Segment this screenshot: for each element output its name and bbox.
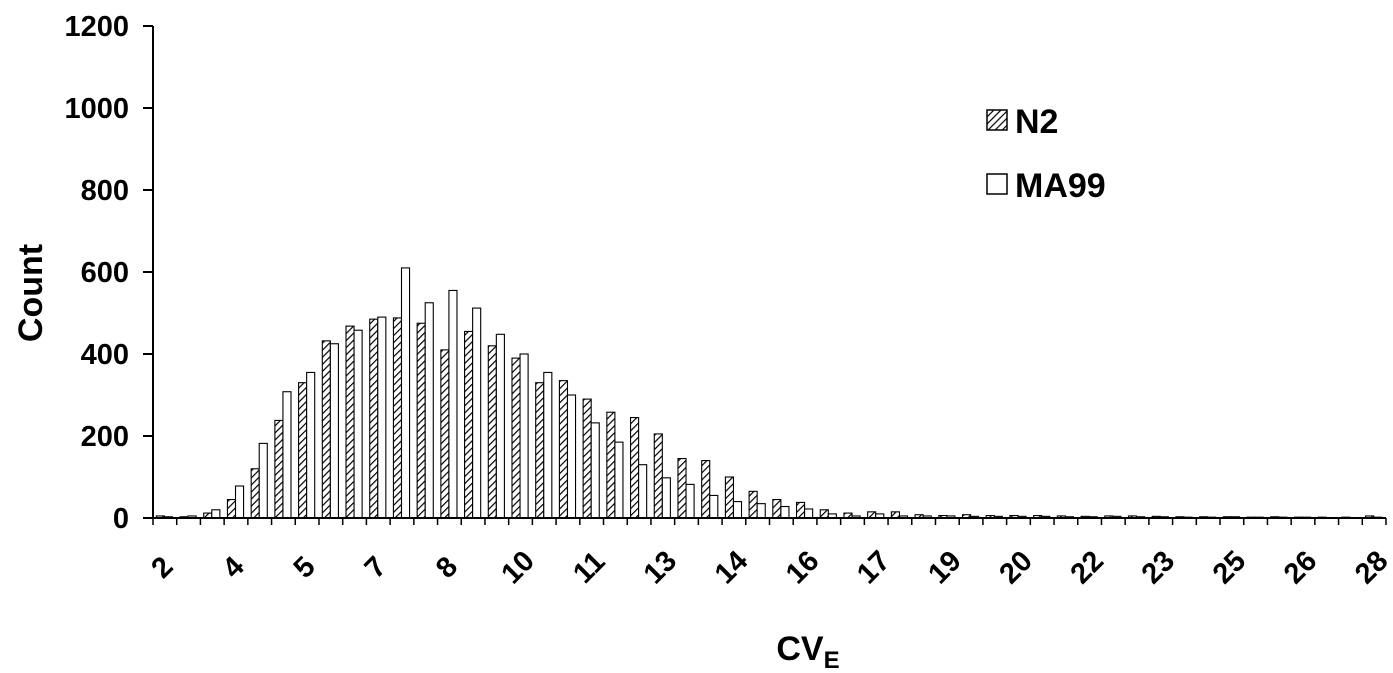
bar-n2-20 — [629, 416, 640, 519]
bar-n2-14 — [487, 345, 497, 519]
x-tick-label-8: 8 — [430, 551, 464, 585]
bar-n2-22 — [677, 457, 687, 519]
y-tick-label-400: 400 — [81, 339, 129, 371]
x-tick-label-26: 26 — [1278, 545, 1323, 590]
bar-ma99-14 — [495, 333, 505, 519]
bar-ma99-26 — [780, 505, 790, 519]
bar-ma99-6 — [306, 371, 316, 519]
legend-label-ma99: MA99 — [1015, 167, 1106, 205]
bar-n2-16 — [535, 382, 545, 519]
y-axis-title: Count — [12, 244, 50, 342]
bar-ma99-8 — [353, 329, 363, 519]
x-tick-label-4: 4 — [217, 551, 251, 585]
bar-ma99-11 — [424, 302, 434, 519]
bar-n2-3 — [226, 498, 237, 519]
bar-ma99-4 — [258, 442, 268, 519]
bar-n2-19 — [606, 411, 616, 519]
bar-ma99-3 — [234, 485, 245, 519]
bar-ma99-20 — [638, 464, 648, 519]
x-tick-label-17: 17 — [851, 545, 896, 590]
x-tick-label-23: 23 — [1136, 545, 1181, 590]
bar-n2-21 — [653, 433, 663, 519]
bar-n2-11 — [416, 322, 426, 519]
y-tick-label-600: 600 — [81, 257, 129, 289]
y-tick-label-800: 800 — [81, 175, 129, 207]
bar-n2-8 — [345, 325, 355, 519]
bar-n2-27 — [795, 501, 806, 519]
bar-ma99-23 — [709, 494, 719, 519]
x-tick-label-20: 20 — [993, 545, 1038, 590]
bar-ma99-13 — [472, 307, 482, 519]
bar-n2-24 — [724, 476, 735, 519]
bar-n2-9 — [369, 318, 379, 519]
bar-ma99-16 — [543, 371, 553, 519]
bar-ma99-19 — [614, 441, 624, 519]
bar-n2-18 — [582, 398, 592, 519]
bar-n2-7 — [321, 340, 331, 519]
bar-ma99-12 — [448, 289, 458, 519]
x-tick-label-22: 22 — [1065, 545, 1110, 590]
legend: N2 MA99 — [986, 103, 1106, 205]
bar-ma99-24 — [732, 501, 743, 519]
bar-n2-25 — [748, 490, 758, 519]
bar-ma99-21 — [661, 477, 671, 519]
x-tick-label-28: 28 — [1349, 545, 1393, 590]
bar-n2-6 — [298, 382, 308, 519]
bar-n2-26 — [772, 498, 782, 519]
bar-ma99-15 — [519, 353, 529, 519]
bar-ma99-18 — [590, 422, 600, 519]
bar-n2-17 — [558, 380, 569, 519]
bar-ma99-9 — [377, 316, 387, 519]
bar-ma99-2 — [211, 509, 221, 519]
bars-layer — [155, 267, 1383, 519]
bar-n2-10 — [392, 317, 403, 519]
bar-n2-28 — [819, 509, 829, 519]
legend-swatch-n2 — [986, 109, 1008, 131]
bar-n2-4 — [250, 468, 260, 519]
x-axis-title-main: CV — [776, 630, 824, 668]
y-tick-label-1000: 1000 — [64, 93, 129, 125]
x-tick-label-11: 11 — [567, 545, 611, 589]
axes-layer — [143, 25, 1387, 525]
x-tick-label-14: 14 — [709, 545, 754, 590]
x-tick-label-25: 25 — [1207, 545, 1252, 590]
bar-ma99-10 — [400, 267, 411, 519]
legend-swatch-ma99 — [986, 173, 1008, 195]
bar-n2-12 — [440, 349, 450, 519]
bar-ma99-27 — [804, 508, 814, 519]
bar-n2-5 — [274, 419, 284, 519]
x-tick-label-2: 2 — [145, 551, 179, 585]
x-axis-title: CVE — [776, 630, 839, 673]
legend-label-n2: N2 — [1015, 103, 1058, 141]
bar-ma99-22 — [685, 483, 695, 519]
bar-ma99-25 — [756, 503, 766, 519]
bar-n2-15 — [511, 357, 521, 519]
x-tick-label-19: 19 — [922, 545, 967, 590]
x-tick-label-5: 5 — [288, 551, 322, 585]
bar-ma99-7 — [329, 343, 339, 519]
x-axis-title-subscript: E — [824, 647, 840, 673]
x-tick-label-7: 7 — [359, 551, 393, 585]
bar-ma99-5 — [282, 391, 292, 519]
bar-n2-13 — [464, 330, 474, 519]
x-tick-label-13: 13 — [638, 545, 683, 590]
bar-n2-23 — [701, 460, 711, 519]
y-tick-label-1200: 1200 — [64, 11, 129, 43]
x-tick-label-10: 10 — [495, 545, 540, 590]
bar-ma99-17 — [566, 394, 577, 519]
x-tick-label-16: 16 — [780, 545, 825, 590]
y-tick-label-200: 200 — [81, 421, 129, 453]
y-tick-label-0: 0 — [113, 503, 129, 535]
